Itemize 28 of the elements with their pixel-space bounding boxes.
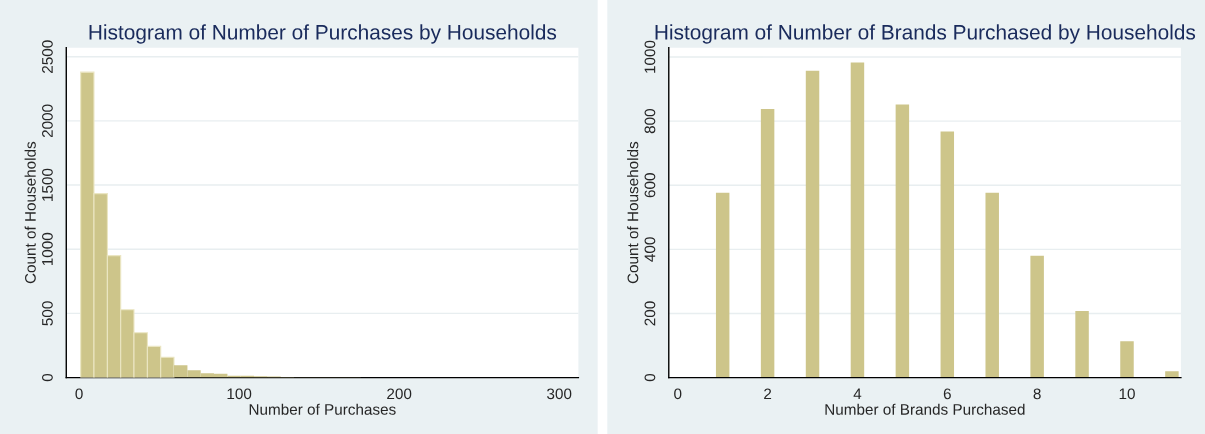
chart-title: Histogram of Number of Brands Purchased by Households xyxy=(655,24,1196,44)
y-tick-label: 200 xyxy=(644,301,656,326)
x-tick-label: 0 xyxy=(674,388,682,400)
y-tick-label: 500 xyxy=(42,301,53,326)
y-tick-label: 800 xyxy=(644,109,656,134)
y-tick-label: 0 xyxy=(42,373,53,382)
x-tick-label: 200 xyxy=(387,388,412,400)
x-axis-title: Number of Purchases xyxy=(249,403,396,415)
x-tick-label: 10 xyxy=(1119,388,1135,400)
x-axis-title: Number of Brands Purchased xyxy=(825,403,1025,415)
x-tick-label: 0 xyxy=(75,388,83,400)
x-tick-label: 4 xyxy=(853,388,862,400)
y-tick-label: 0 xyxy=(644,373,656,382)
x-tick-label: 6 xyxy=(943,388,951,400)
x-tick-label: 100 xyxy=(227,388,252,400)
x-tick-label: 8 xyxy=(1033,388,1041,400)
y-tick-label: 600 xyxy=(644,173,656,198)
y-tick-label: 2000 xyxy=(42,104,53,138)
x-tick-label: 300 xyxy=(547,388,572,400)
y-tick-label: 1000 xyxy=(644,40,656,73)
chart-title: Histogram of Number of Purchases by Households xyxy=(89,24,557,44)
y-tick-label: 1000 xyxy=(42,232,53,266)
y-axis-title: Count of Households xyxy=(24,141,36,284)
x-tick-label: 2 xyxy=(764,388,772,400)
y-tick-label: 1500 xyxy=(42,168,53,201)
y-tick-label: 2500 xyxy=(42,40,53,73)
y-axis-title: Count of Households xyxy=(627,141,639,284)
y-tick-label: 400 xyxy=(644,237,656,262)
